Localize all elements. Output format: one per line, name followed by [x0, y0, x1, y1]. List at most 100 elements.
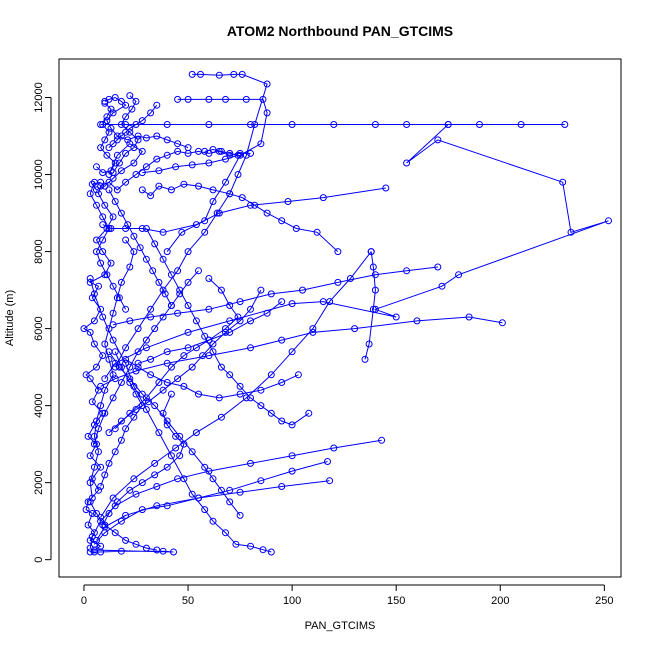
data-point [142, 163, 150, 171]
data-point [126, 375, 134, 383]
data-point [201, 228, 209, 236]
data-point [288, 421, 296, 429]
data-point [122, 225, 130, 232]
data-point [403, 121, 411, 128]
data-point [105, 510, 113, 517]
data-point [192, 429, 200, 437]
data-point [403, 267, 411, 275]
data-point [86, 548, 94, 556]
data-point [217, 286, 225, 294]
data-point [257, 402, 265, 410]
y-axis-label: Altitude (m) [4, 290, 16, 346]
data-point [107, 259, 115, 267]
data-point [222, 155, 229, 163]
data-point [267, 409, 275, 417]
data-point [238, 70, 246, 78]
data-point [124, 221, 132, 229]
data-point [132, 367, 140, 375]
data-point [132, 490, 140, 498]
data-point [93, 186, 100, 194]
series-line-31 [108, 189, 172, 306]
data-point [126, 140, 134, 148]
data-point [151, 240, 159, 248]
data-point [263, 209, 271, 217]
data-point [257, 386, 265, 394]
data-point [105, 186, 113, 194]
data-point [99, 236, 107, 244]
data-point [95, 190, 102, 198]
data-point [205, 467, 213, 475]
data-point [382, 184, 390, 192]
data-point [153, 101, 161, 109]
data-point [138, 479, 146, 487]
data-point [209, 340, 217, 348]
data-point [88, 533, 96, 541]
data-point [299, 286, 306, 294]
data-point [117, 417, 125, 425]
data-point [126, 124, 134, 132]
data-point [99, 221, 107, 229]
data-point [259, 546, 267, 554]
data-point [288, 467, 296, 475]
data-point [184, 278, 192, 286]
data-point [151, 471, 159, 479]
data-point [97, 513, 105, 521]
data-point [122, 128, 130, 136]
data-point [163, 359, 171, 367]
data-point [80, 325, 88, 333]
data-point [122, 536, 130, 544]
data-point [86, 498, 94, 506]
data-point [309, 325, 317, 333]
data-point [97, 517, 105, 525]
data-point [117, 436, 125, 444]
data-point [130, 248, 138, 256]
data-point [351, 325, 359, 333]
data-point [195, 182, 202, 190]
data-point [99, 169, 107, 177]
data-point [86, 452, 94, 460]
data-point [180, 180, 188, 188]
data-point [90, 290, 98, 298]
data-point [105, 429, 113, 437]
data-point [117, 132, 125, 140]
data-point [361, 355, 369, 363]
data-point [126, 409, 134, 417]
data-point [99, 313, 107, 321]
data-point [101, 340, 109, 348]
data-point [126, 486, 134, 494]
data-point [215, 71, 223, 79]
data-point [288, 348, 296, 356]
series-line-10 [89, 278, 272, 553]
data-point [247, 459, 254, 467]
x-tick-label: 50 [182, 595, 194, 607]
data-point [371, 121, 379, 128]
data-point [109, 169, 117, 177]
series-line-17 [125, 358, 299, 399]
series-line-32 [89, 501, 157, 551]
data-point [101, 97, 109, 105]
data-point [101, 99, 109, 107]
data-point [234, 151, 242, 159]
data-point [138, 225, 146, 232]
data-point [142, 406, 150, 413]
data-point [230, 70, 238, 78]
data-point [159, 255, 167, 263]
data-point [217, 413, 225, 421]
data-point [134, 359, 142, 367]
data-point [199, 352, 207, 360]
data-point [122, 236, 130, 244]
data-point [109, 282, 117, 290]
data-point [263, 80, 271, 88]
data-point [172, 444, 180, 452]
data-point [201, 332, 209, 340]
data-point [163, 502, 171, 510]
data-point [267, 548, 275, 556]
x-tick-label: 100 [283, 595, 301, 607]
data-point [222, 95, 229, 103]
x-axis-label: PAN_GTCIMS [305, 620, 376, 632]
data-point [567, 228, 575, 236]
data-point [226, 328, 234, 336]
y-tick-label: 6000 [33, 316, 45, 340]
data-point [247, 121, 254, 128]
data-point [115, 363, 123, 371]
